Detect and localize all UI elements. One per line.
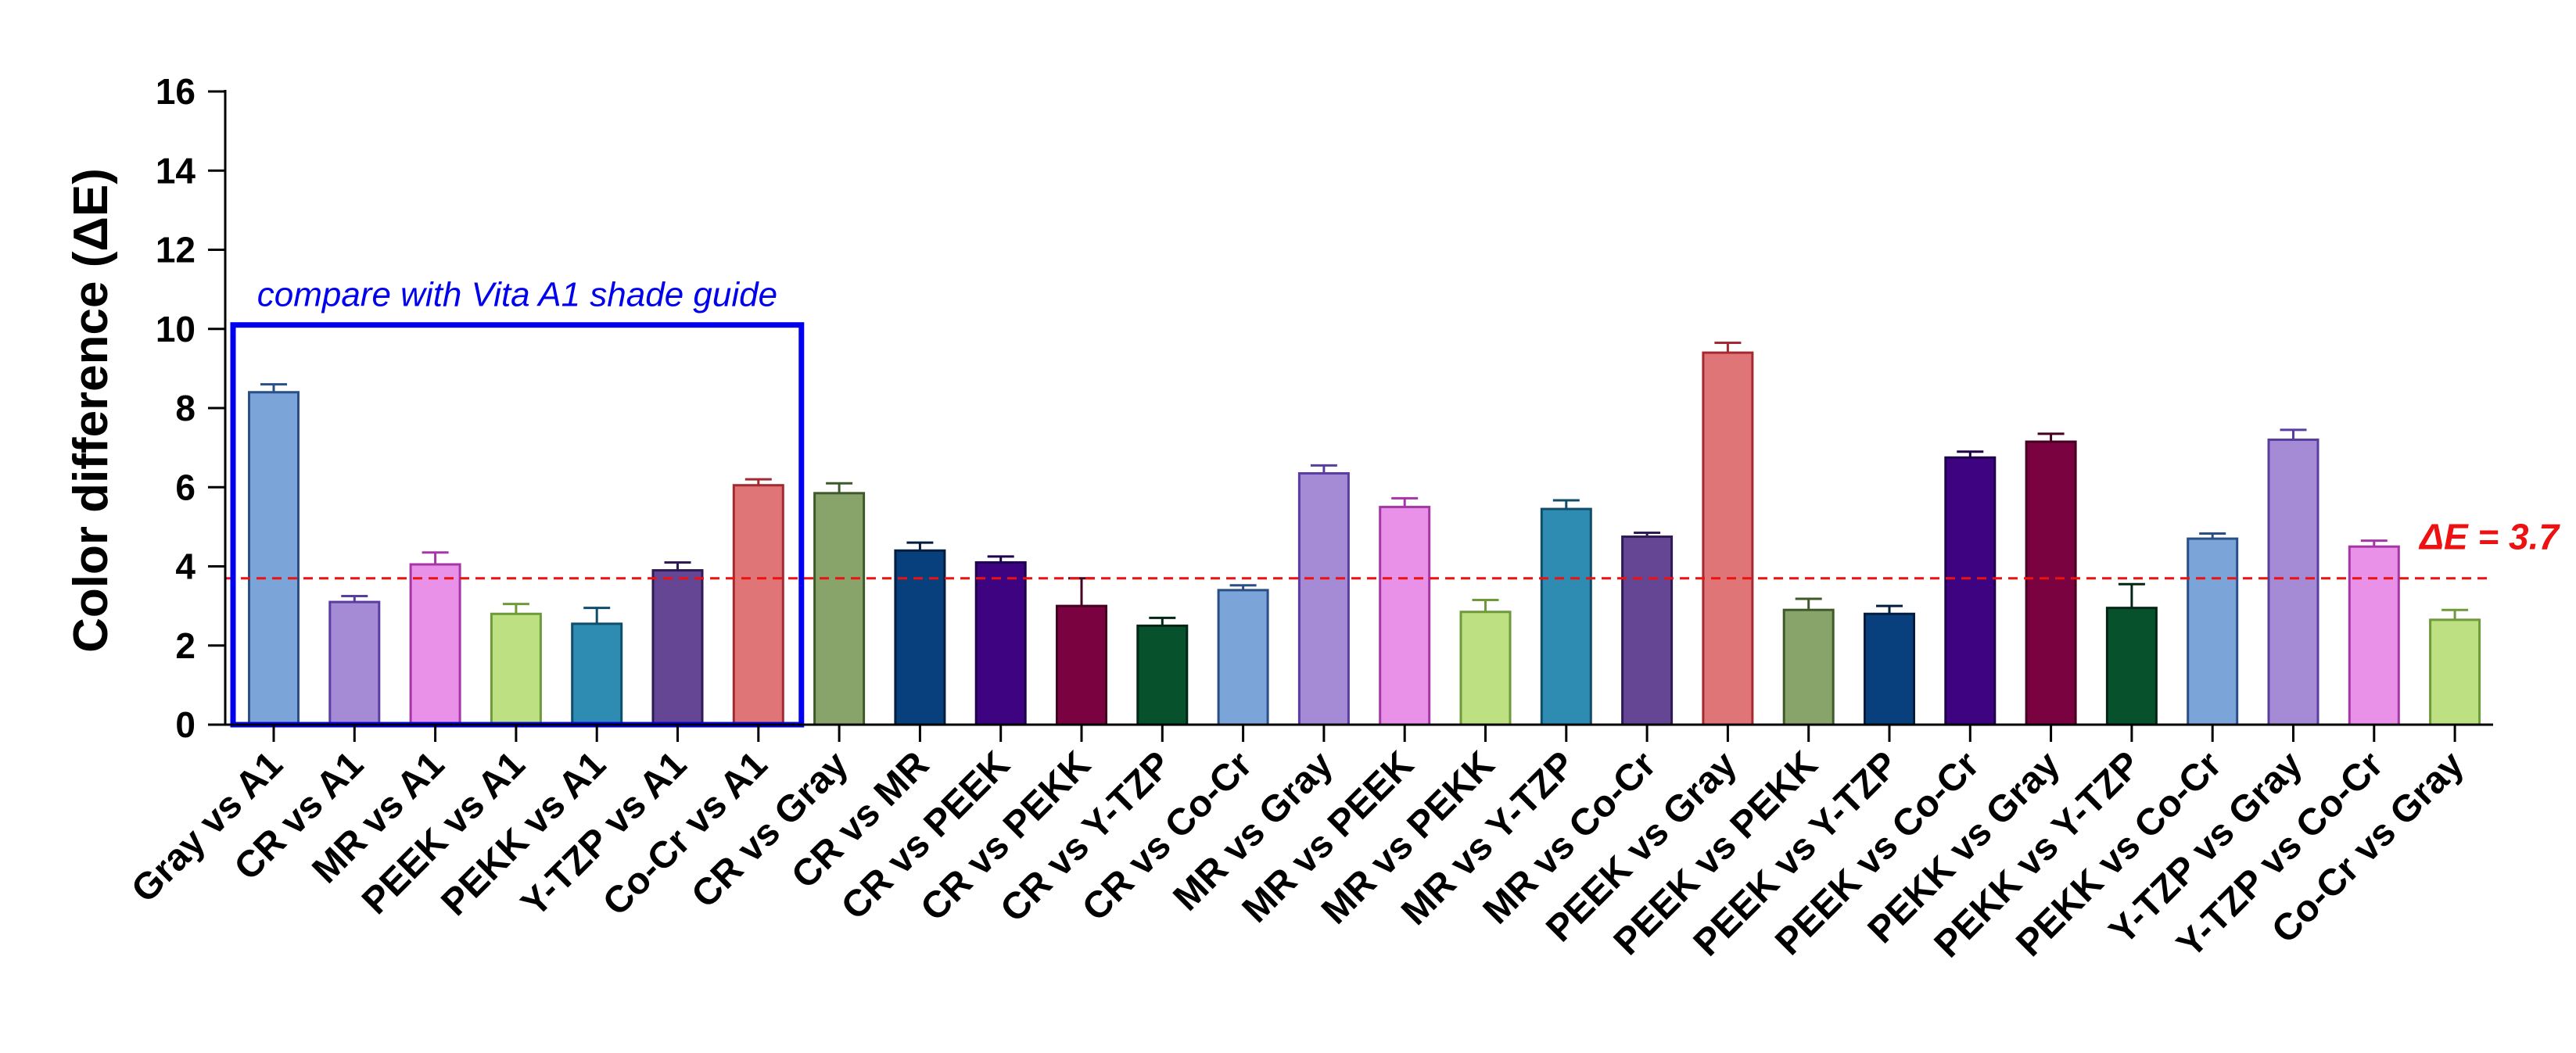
bar xyxy=(1702,351,1754,726)
bar xyxy=(2429,618,2481,726)
bar xyxy=(974,561,1027,726)
y-tick-label: 0 xyxy=(175,704,196,745)
bar xyxy=(2187,537,2239,726)
bar xyxy=(490,612,542,726)
bar xyxy=(1136,624,1189,726)
bar xyxy=(1621,535,1674,726)
bar xyxy=(813,492,866,726)
bar xyxy=(1459,611,1512,726)
bar xyxy=(1297,472,1350,726)
threshold-label: ΔE = 3.7 xyxy=(2418,517,2560,557)
y-tick-label: 10 xyxy=(156,309,196,349)
bar xyxy=(1056,604,1107,726)
y-tick-label: 2 xyxy=(175,625,196,666)
bar xyxy=(1540,507,1592,726)
bar xyxy=(1944,456,1997,726)
bar xyxy=(1782,608,1835,726)
bar xyxy=(651,569,704,726)
y-tick-label: 6 xyxy=(175,467,196,507)
y-tick-label: 12 xyxy=(156,230,196,270)
bar xyxy=(2348,545,2400,726)
bar xyxy=(328,600,381,726)
y-axis-ticks: 0 2 4 6 8 10 12 14 16 xyxy=(156,71,225,745)
bar xyxy=(732,484,784,726)
bar xyxy=(894,549,946,726)
bar xyxy=(248,391,300,726)
axes xyxy=(224,90,2493,742)
bar xyxy=(2267,439,2319,726)
bar xyxy=(1864,612,1915,726)
bar xyxy=(1379,506,1431,726)
y-tick-label: 14 xyxy=(156,150,196,191)
y-tick-label: 4 xyxy=(175,546,196,587)
bars xyxy=(248,351,2481,726)
error-bars xyxy=(260,341,2469,626)
highlight-box-label: compare with Vita A1 shade guide xyxy=(257,276,777,314)
y-axis-title: Color difference (ΔE) xyxy=(64,168,118,653)
bar xyxy=(2025,440,2077,726)
y-tick-label: 8 xyxy=(175,388,196,428)
bar xyxy=(571,622,623,726)
bar xyxy=(1217,589,1269,726)
y-tick-label: 16 xyxy=(156,71,196,112)
bar xyxy=(2105,607,2158,726)
bar xyxy=(409,563,461,726)
